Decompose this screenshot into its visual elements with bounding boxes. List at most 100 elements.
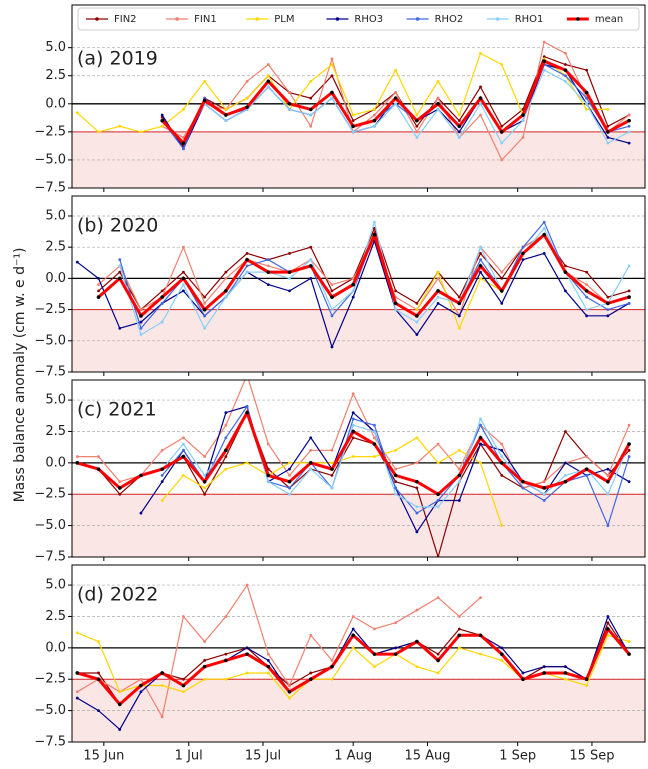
point (457, 113, 461, 117)
point (606, 615, 610, 618)
point (160, 289, 164, 293)
point (415, 665, 419, 669)
point (117, 276, 122, 281)
point (309, 276, 313, 280)
point (118, 270, 122, 274)
point (266, 480, 270, 484)
point (372, 442, 377, 446)
axes-frame (71, 4, 646, 189)
plot-area (75, 40, 631, 162)
point (584, 677, 589, 682)
y-tick-label: 5.0 (45, 393, 66, 408)
point (457, 473, 462, 478)
point (266, 652, 270, 656)
x-tick-label: 15 Aug (404, 749, 450, 764)
point (627, 130, 631, 134)
point (415, 130, 419, 134)
point (479, 85, 482, 89)
point (224, 119, 228, 123)
legend-label: FIN1 (194, 14, 217, 25)
point (330, 677, 334, 681)
point (309, 79, 313, 83)
point (436, 79, 440, 83)
point (288, 492, 291, 496)
point (457, 627, 461, 631)
point (542, 480, 546, 484)
point (521, 136, 525, 139)
point (415, 124, 419, 128)
point (373, 430, 376, 433)
point (627, 301, 631, 305)
point (627, 652, 631, 656)
point (500, 63, 504, 66)
point (415, 486, 419, 490)
point (139, 320, 143, 324)
point (542, 252, 546, 255)
point (246, 374, 249, 377)
y-tick-label: 2.5 (45, 424, 66, 439)
legend-label: RHO1 (515, 14, 544, 25)
point (202, 664, 207, 669)
point (564, 665, 567, 669)
point (309, 124, 313, 128)
point (415, 461, 419, 465)
point (393, 473, 398, 478)
point (563, 270, 568, 274)
point (309, 258, 313, 262)
x-tick-label: 1 Jul (175, 749, 203, 764)
point (181, 683, 186, 688)
point (415, 505, 419, 509)
point (521, 251, 525, 256)
point (118, 492, 122, 496)
point (160, 448, 164, 452)
point (500, 270, 504, 274)
point (542, 486, 546, 490)
point (245, 257, 249, 262)
point (75, 696, 79, 700)
point (457, 136, 461, 139)
point (139, 326, 143, 330)
point (436, 461, 440, 465)
panel-title: (b) 2020 (77, 215, 158, 237)
point (500, 474, 504, 477)
point (139, 683, 143, 688)
point (500, 124, 504, 128)
point (521, 677, 525, 682)
point (330, 664, 334, 669)
point (606, 108, 610, 111)
point (415, 608, 419, 612)
point (224, 658, 228, 663)
point (266, 442, 270, 446)
y-tick-label: −5.0 (34, 703, 66, 718)
point (394, 492, 398, 496)
point (266, 85, 270, 89)
y-tick-label: 2.5 (45, 609, 66, 624)
point (160, 320, 164, 324)
point (627, 448, 631, 452)
point (521, 258, 525, 262)
point (500, 301, 504, 305)
point (203, 455, 207, 458)
point (500, 448, 504, 452)
y-tick-label: −2.5 (34, 302, 66, 317)
point (202, 479, 207, 484)
point (224, 113, 228, 117)
point (75, 690, 79, 694)
point (521, 245, 525, 249)
point (203, 79, 207, 83)
x-tick-label: 1 Sep (499, 749, 536, 764)
point (182, 147, 185, 151)
point (160, 113, 164, 117)
point (245, 583, 249, 587)
point (224, 448, 228, 453)
point (394, 646, 398, 650)
point (542, 40, 546, 44)
point (182, 108, 185, 111)
point (415, 301, 419, 305)
point (500, 659, 504, 662)
point (585, 283, 589, 287)
y-tick-label: 2.5 (45, 240, 66, 255)
point (160, 684, 164, 687)
point (542, 665, 546, 669)
